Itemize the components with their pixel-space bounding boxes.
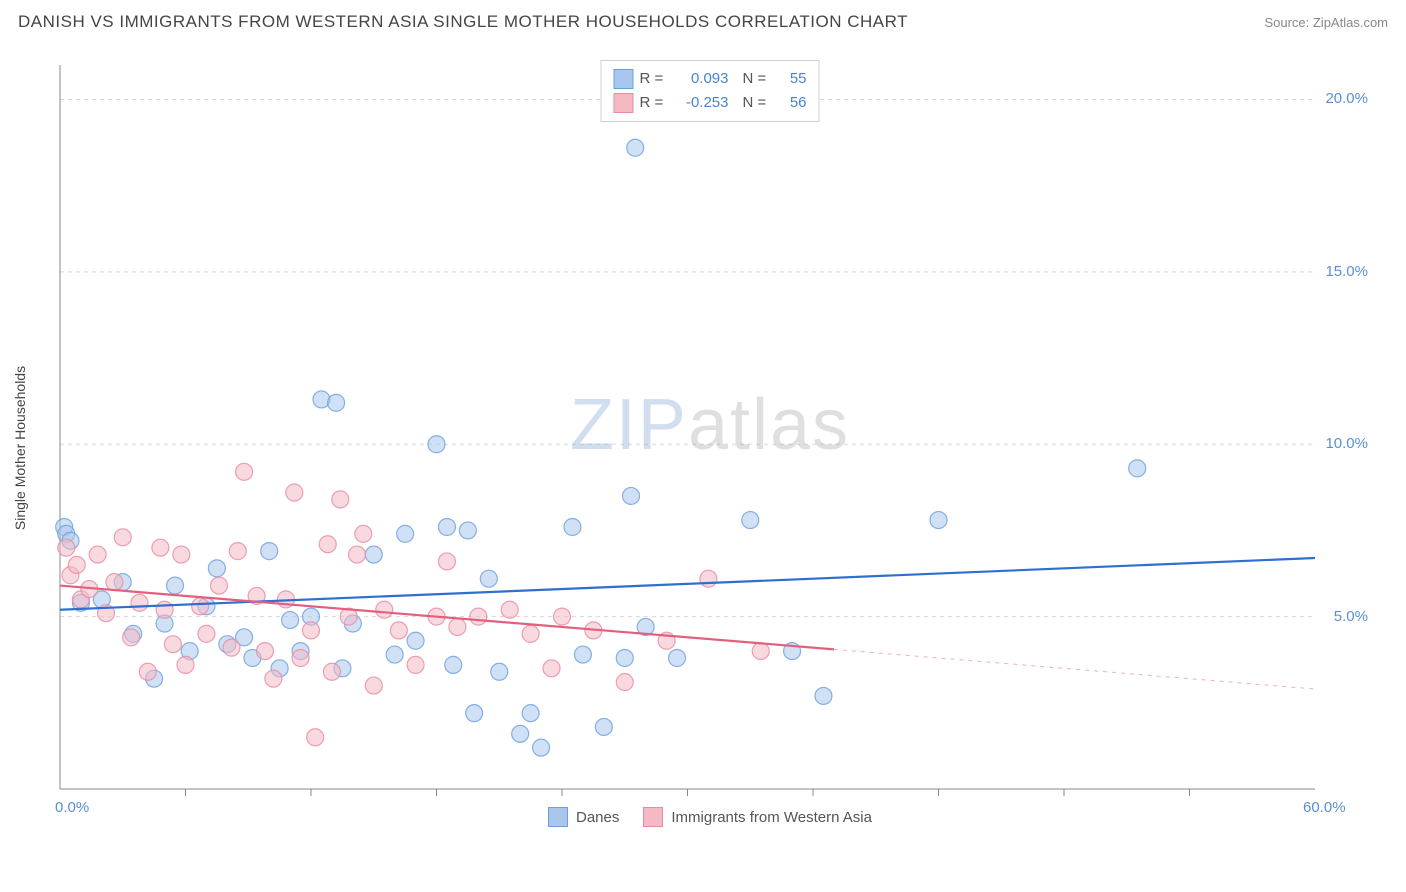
r-value: -0.253 <box>674 91 729 115</box>
legend-swatch <box>643 807 663 827</box>
r-label: R = <box>640 67 668 91</box>
scatter-plot <box>50 55 1370 825</box>
legend-swatch <box>614 93 634 113</box>
legend-item: Immigrants from Western Asia <box>643 807 872 827</box>
legend-swatch <box>614 69 634 89</box>
y-tick-label: 15.0% <box>1325 263 1368 280</box>
x-tick-label: 60.0% <box>1303 799 1346 816</box>
n-value: 56 <box>777 91 807 115</box>
series-legend: Danes Immigrants from Western Asia <box>548 807 872 827</box>
y-tick-label: 10.0% <box>1325 435 1368 452</box>
correlation-legend: R = 0.093 N = 55 R = -0.253 N = 56 <box>601 60 820 122</box>
legend-row: R = 0.093 N = 55 <box>614 67 807 91</box>
n-label: N = <box>743 67 771 91</box>
x-tick-label: 0.0% <box>55 799 89 816</box>
legend-row: R = -0.253 N = 56 <box>614 91 807 115</box>
n-value: 55 <box>777 67 807 91</box>
legend-label: Immigrants from Western Asia <box>671 809 872 826</box>
header: DANISH VS IMMIGRANTS FROM WESTERN ASIA S… <box>0 0 1406 40</box>
r-label: R = <box>640 91 668 115</box>
chart-title: DANISH VS IMMIGRANTS FROM WESTERN ASIA S… <box>18 12 908 32</box>
source-label: Source: ZipAtlas.com <box>1264 15 1388 30</box>
y-tick-label: 20.0% <box>1325 90 1368 107</box>
y-tick-label: 5.0% <box>1334 608 1368 625</box>
legend-swatch <box>548 807 568 827</box>
legend-label: Danes <box>576 809 619 826</box>
y-axis-label: Single Mother Households <box>12 366 28 530</box>
legend-item: Danes <box>548 807 619 827</box>
r-value: 0.093 <box>674 67 729 91</box>
n-label: N = <box>743 91 771 115</box>
chart-area: Single Mother Households ZIPatlas R = 0.… <box>50 55 1370 825</box>
